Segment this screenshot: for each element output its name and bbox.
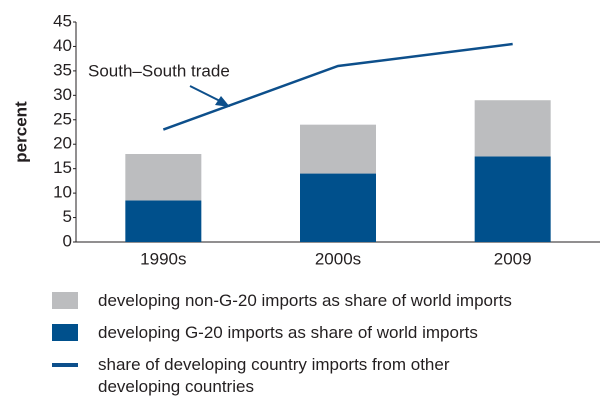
y-tick-label: 0 — [63, 231, 72, 250]
y-tick-label: 20 — [53, 134, 72, 153]
y-tick-label: 30 — [53, 85, 72, 104]
x-tick-label: 2009 — [494, 249, 532, 268]
bar — [300, 124, 376, 174]
legend-item: developing non-G-20 imports as share of … — [52, 290, 592, 312]
x-tick-label: 1990s — [140, 249, 186, 268]
chart: percent South–South trade 0 5 10 15 20 25 30 35… — [11, 11, 600, 268]
annotation: South–South trade — [88, 61, 230, 80]
x-tick-label: 2000s — [315, 249, 361, 268]
legend-swatch — [52, 324, 78, 341]
legend-label: developing non-G-20 imports as share of … — [98, 291, 512, 310]
legend-item: developing G-20 imports as share of worl… — [52, 322, 592, 344]
y-tick-label: 40 — [53, 36, 72, 55]
legend-swatch — [52, 292, 78, 309]
bar — [474, 156, 551, 242]
y-tick-label: 15 — [53, 158, 72, 177]
line — [162, 42, 513, 131]
y-tick-label: 5 — [63, 207, 72, 226]
y-tick-label: 35 — [53, 60, 72, 79]
legend-item: share of developing country imports from… — [52, 354, 592, 398]
bar — [474, 100, 551, 157]
bar — [300, 173, 376, 242]
y-tick-label: 10 — [53, 183, 72, 202]
legend: developing non-G-20 imports as share of … — [52, 290, 592, 408]
y-tick-label: 45 — [53, 11, 72, 30]
legend-label: developing G-20 imports as share of worl… — [98, 323, 478, 342]
legend-swatch — [52, 363, 78, 367]
bar — [125, 200, 202, 242]
arrow-head — [215, 96, 230, 107]
bar — [125, 154, 202, 201]
legend-label: share of developing country imports from… — [98, 355, 450, 396]
y-tick-label: 25 — [53, 109, 72, 128]
y-axis-label: percent — [11, 101, 30, 163]
